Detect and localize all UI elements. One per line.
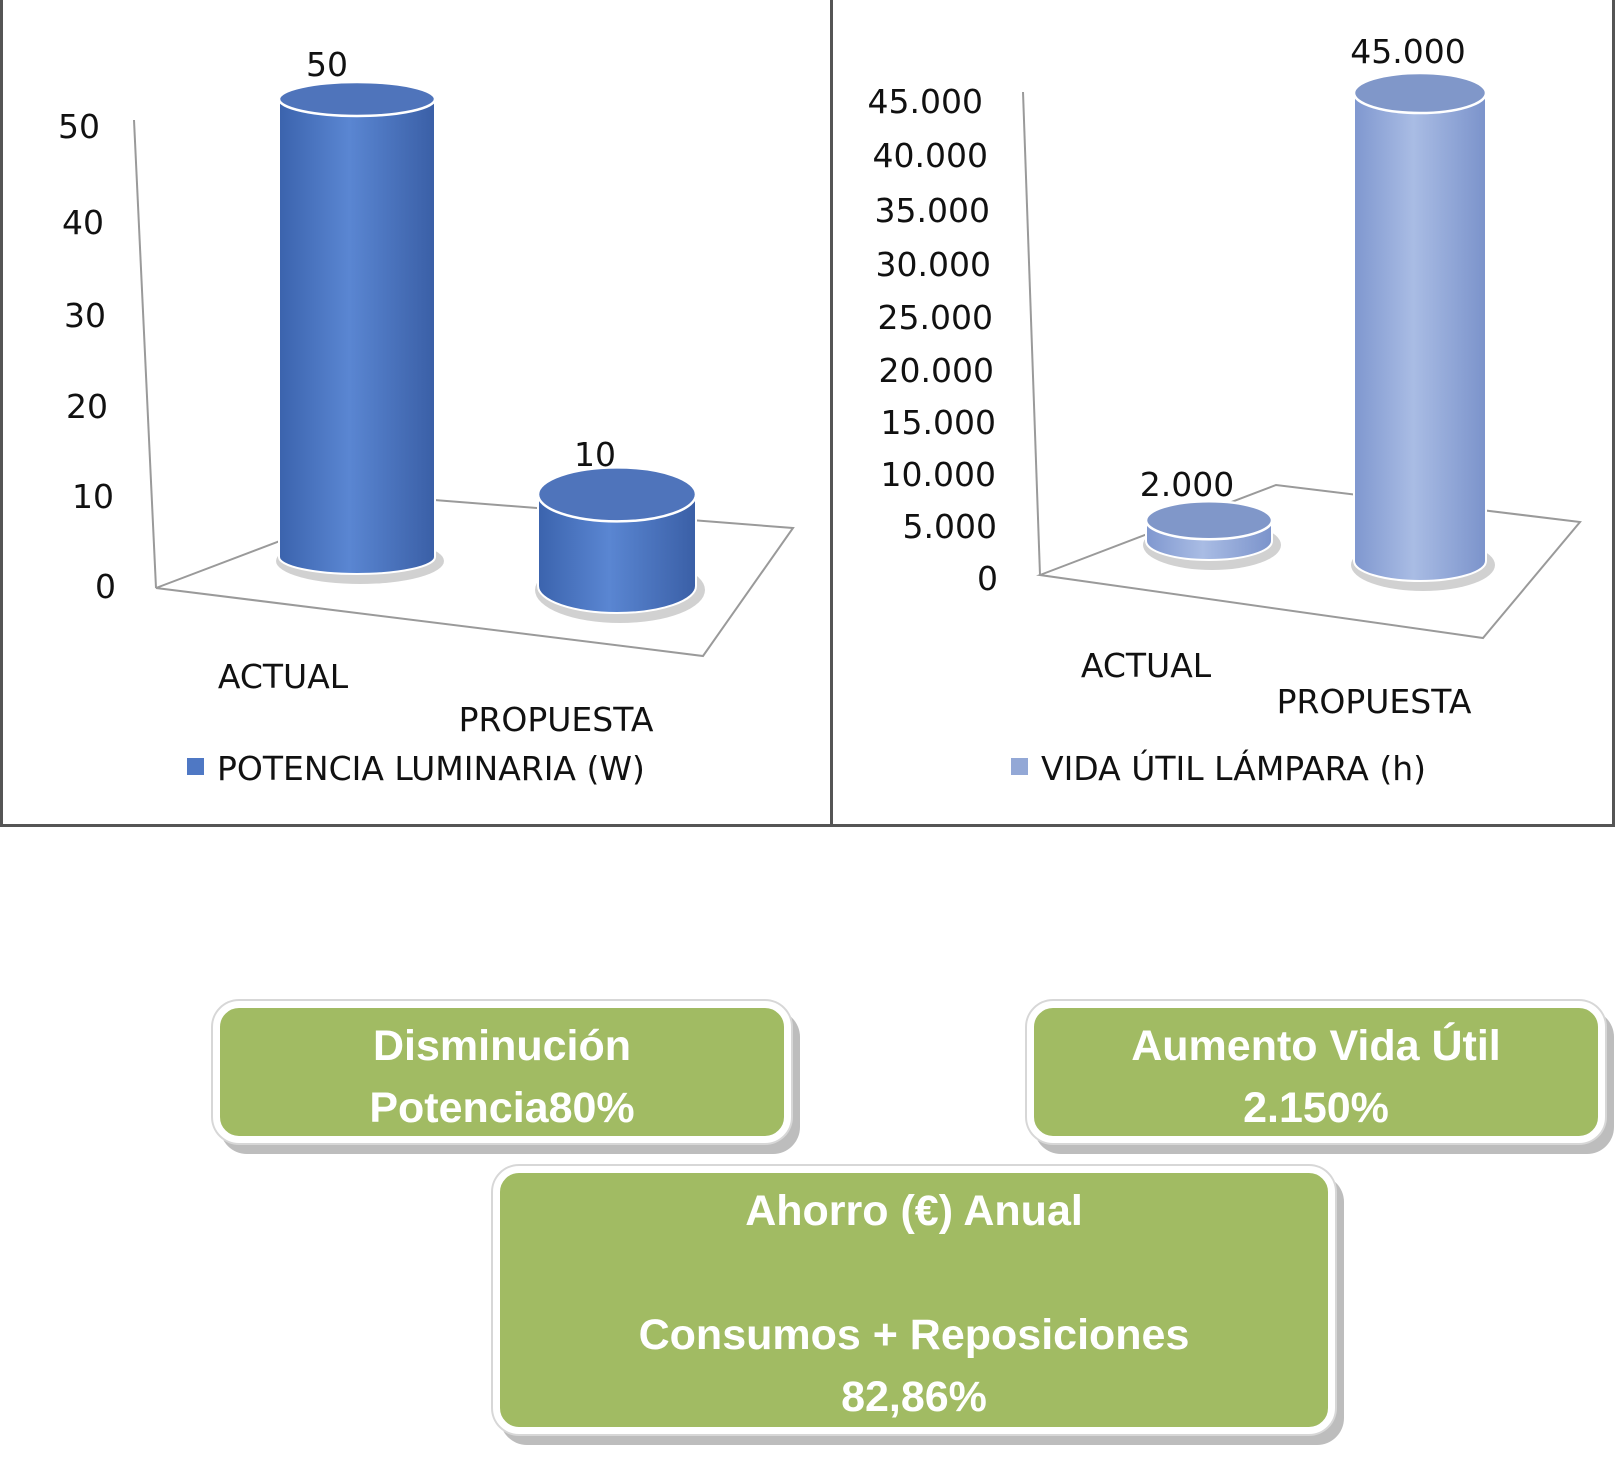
value-label: 45.000 xyxy=(1350,32,1465,71)
value-label: 2.000 xyxy=(1140,465,1234,504)
bar xyxy=(276,80,444,584)
y-tick-label: 25.000 xyxy=(878,298,993,337)
bar xyxy=(1351,71,1495,591)
y-tick-label: 20 xyxy=(66,387,108,426)
ahorro-anual-box: Ahorro (€) Anual Consumos + Reposiciones… xyxy=(493,1166,1335,1434)
box-line xyxy=(500,1242,1328,1304)
y-tick-label: 40 xyxy=(62,203,104,242)
legend-swatch xyxy=(1011,758,1028,775)
y-tick-label: 10 xyxy=(72,477,114,516)
box-line: Consumos + Reposiciones xyxy=(638,1311,1190,1359)
box-line: Aumento Vida Útil xyxy=(1131,1022,1501,1070)
legend: POTENCIA LUMINARIA (W) xyxy=(187,749,645,788)
potencia-chart-panel: 0 10 20 30 40 50 50 10 ACTUAL PROPUESTA POTENCI… xyxy=(0,0,833,827)
value-label: 10 xyxy=(574,435,616,474)
y-axis-line xyxy=(1022,91,1041,576)
bar xyxy=(1143,499,1281,570)
y-tick-label: 50 xyxy=(58,107,100,146)
y-tick-label: 30.000 xyxy=(876,245,991,284)
box-line: Disminución xyxy=(372,1022,632,1070)
legend-label: POTENCIA LUMINARIA (W) xyxy=(217,749,645,788)
vida-util-chart-panel: 0 5.000 10.000 15.000 20.000 25.000 30.000 35.0… xyxy=(833,0,1615,827)
y-tick-label: 35.000 xyxy=(875,191,990,230)
x-tick-label: PROPUESTA xyxy=(1277,682,1472,721)
y-axis-line xyxy=(133,119,157,589)
legend: VIDA ÚTIL LÁMPARA (h) xyxy=(1011,748,1426,788)
y-tick-label: 5.000 xyxy=(903,507,997,546)
y-tick-label: 30 xyxy=(64,296,106,335)
aumento-vida-util-box: Aumento Vida Útil 2.150% xyxy=(1027,1001,1605,1143)
box-line: Ahorro (€) Anual xyxy=(745,1187,1083,1235)
y-tick-label: 10.000 xyxy=(881,455,996,494)
y-tick-label: 0 xyxy=(95,567,116,606)
potencia-chart: 0 10 20 30 40 50 50 10 ACTUAL PROPUESTA POTENCI… xyxy=(58,45,795,788)
y-tick-label: 45.000 xyxy=(868,82,983,121)
floor-plane xyxy=(1022,91,1582,640)
x-tick-label: ACTUAL xyxy=(218,657,349,696)
box-line: 82,86% xyxy=(841,1373,987,1421)
y-tick-label: 40.000 xyxy=(873,136,988,175)
disminucion-potencia-box: Disminución Potencia80% xyxy=(213,1001,791,1143)
y-tick-label: 0 xyxy=(977,559,998,598)
box-line: 2.150% xyxy=(1243,1084,1389,1132)
vida-util-chart: 0 5.000 10.000 15.000 20.000 25.000 30.000 35.0… xyxy=(868,32,1582,788)
box-line: Potencia80% xyxy=(369,1084,635,1132)
x-tick-label: PROPUESTA xyxy=(459,700,654,739)
bar xyxy=(535,466,705,623)
y-tick-label: 15.000 xyxy=(881,403,996,442)
x-tick-label: ACTUAL xyxy=(1081,646,1212,685)
legend-swatch xyxy=(187,758,204,775)
y-tick-label: 20.000 xyxy=(879,351,994,390)
value-label: 50 xyxy=(306,45,348,84)
legend-label: VIDA ÚTIL LÁMPARA (h) xyxy=(1041,748,1426,788)
